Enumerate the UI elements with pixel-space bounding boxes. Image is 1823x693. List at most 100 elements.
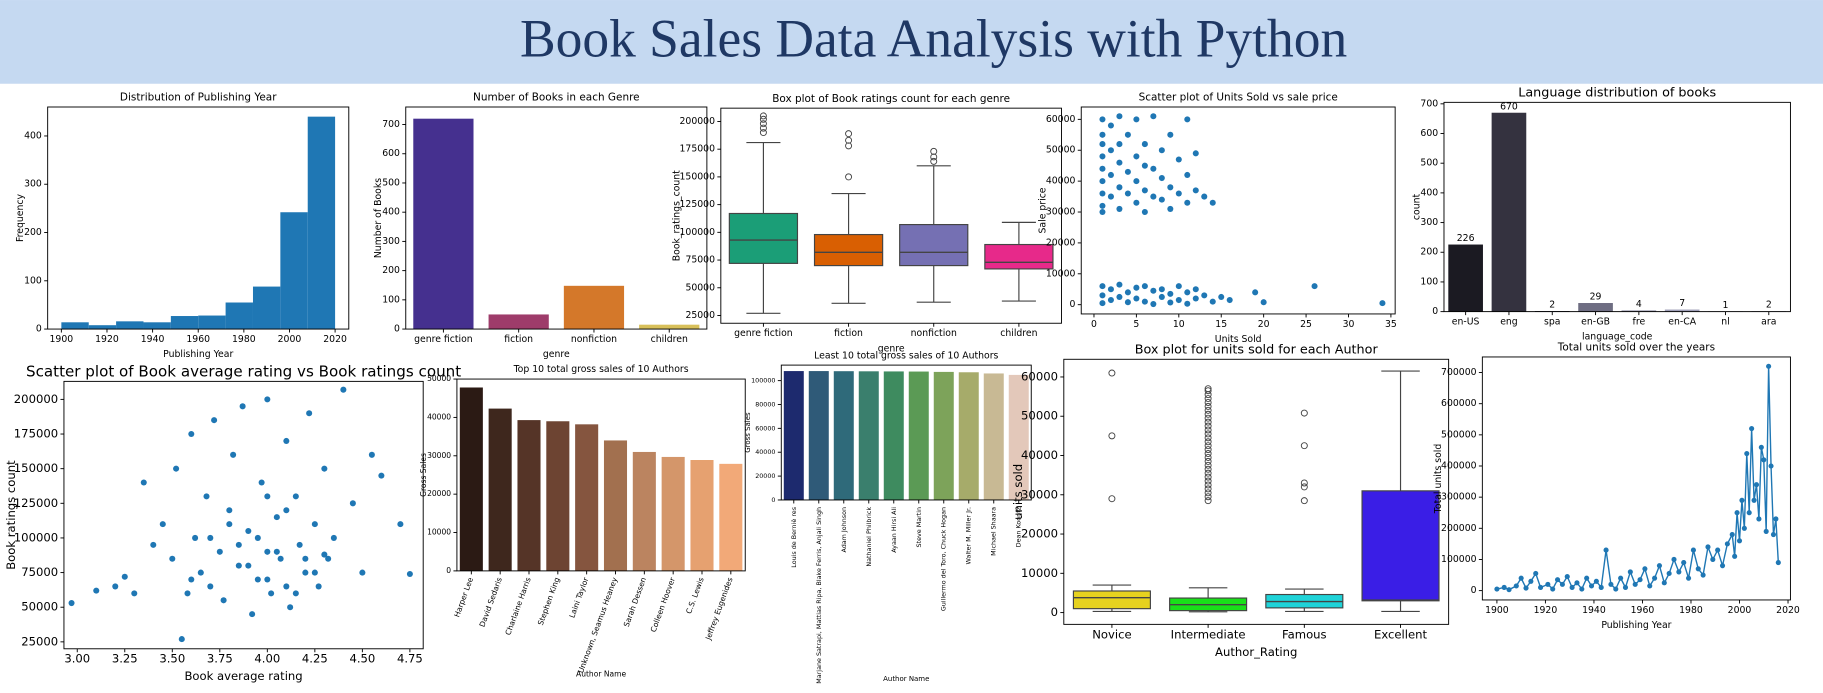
point [1192, 295, 1199, 302]
point [273, 514, 280, 521]
x-tick-label: Nathaniel Philbrick [865, 507, 873, 567]
x-tick-label: Novice [1092, 627, 1131, 641]
outlier [759, 124, 767, 132]
x-tick-label: 5 [1133, 319, 1139, 330]
x-tick-label: 4.00 [254, 652, 280, 666]
point [306, 410, 313, 417]
line-marker [1584, 575, 1590, 581]
x-tick-label: Walter M. Miller Jr. [965, 507, 973, 565]
point [1158, 147, 1165, 154]
chart-title: Total units sold over the years [1557, 342, 1715, 354]
y-tick-label: 20000 [427, 489, 451, 498]
point [211, 417, 218, 424]
line-marker [1501, 584, 1507, 591]
point [207, 583, 214, 590]
point [302, 555, 309, 562]
x-tick-label: Colleen Hoover [649, 575, 677, 633]
point [1133, 153, 1140, 160]
x-tick-label: 3.25 [112, 652, 138, 666]
point [292, 590, 299, 597]
outlier [930, 153, 938, 161]
point [1107, 122, 1114, 129]
bar [413, 118, 474, 330]
chart-title: Least 10 total gross sales of 10 Authors [814, 350, 998, 361]
bar [639, 324, 700, 330]
point [207, 534, 214, 541]
point [1167, 131, 1174, 138]
point [1167, 299, 1174, 306]
x-tick-label: 2020 [1776, 605, 1800, 616]
y-tick-label: 25000 [685, 310, 715, 321]
x-tick-label: en-US [1452, 317, 1480, 328]
bar [808, 371, 829, 500]
point [311, 521, 318, 528]
point [1167, 184, 1174, 191]
y-axis-label: Total units sold [1433, 444, 1444, 515]
y-tick-label: 300 [382, 236, 400, 247]
line-marker [1533, 570, 1539, 577]
outlier [1300, 479, 1308, 487]
point [1107, 297, 1114, 304]
y-axis-label: Sale price [1037, 187, 1048, 233]
point [1209, 298, 1216, 305]
y-tick-label: 30000 [1021, 487, 1058, 501]
outlier [1204, 446, 1212, 454]
y-tick-label: 40000 [1021, 448, 1058, 462]
outlier [1204, 426, 1212, 434]
line-marker [1710, 556, 1716, 563]
x-tick-label: Ayaan Hirsi Ali [890, 507, 898, 553]
y-tick-label: 700 [382, 119, 400, 130]
y-tick-label: 50000 [1046, 145, 1076, 156]
x-tick-label: eng [1500, 317, 1518, 328]
x-tick-label: Dean Koontz [1015, 506, 1023, 547]
bar [908, 371, 929, 500]
y-tick-label: 600000 [1441, 398, 1477, 409]
plot-frame [63, 380, 424, 650]
x-tick-label: David Sedaris [478, 576, 504, 628]
histogram-bar [143, 322, 171, 330]
point [131, 590, 138, 597]
y-tick-label: 300 [24, 179, 42, 190]
point [264, 493, 271, 500]
line-marker [1666, 570, 1672, 577]
point [1124, 299, 1131, 306]
point [1124, 190, 1131, 197]
bar [1664, 309, 1700, 312]
y-tick-label: 0 [771, 496, 775, 504]
x-tick-label: en-CA [1668, 317, 1696, 328]
y-tick-label: 30000 [427, 451, 451, 460]
outlier [1204, 430, 1212, 438]
outlier [1204, 457, 1212, 465]
point [1175, 156, 1182, 163]
point [1201, 292, 1208, 299]
histogram-bar [280, 212, 308, 330]
line-marker [1564, 574, 1570, 580]
point [159, 521, 166, 528]
x-tick-label: Louis de Berniè res [790, 506, 798, 567]
line-marker [1736, 538, 1743, 544]
line-marker [1705, 544, 1711, 550]
outlier [1204, 387, 1212, 395]
point [220, 597, 227, 604]
y-tick-label: 60000 [1021, 369, 1058, 383]
y-tick-label: 100000 [1441, 554, 1477, 565]
bar [1578, 303, 1613, 312]
chart-title: Language distribution of books [1518, 86, 1716, 101]
y-tick-label: 200 [1420, 247, 1438, 258]
y-tick-label: 0 [394, 324, 400, 335]
point [264, 576, 271, 583]
point [283, 437, 290, 444]
y-tick-label: 150000 [14, 461, 58, 475]
x-tick-label: 1920 [95, 334, 119, 345]
line-marker [1513, 583, 1519, 589]
line-marker [1518, 575, 1524, 581]
point [349, 500, 356, 507]
x-tick-label: 1940 [141, 334, 165, 345]
point [1192, 286, 1199, 293]
outlier [845, 136, 853, 144]
point [397, 521, 404, 528]
x-tick-label: Famous [1282, 627, 1327, 641]
point [1175, 297, 1182, 304]
point [197, 569, 204, 576]
